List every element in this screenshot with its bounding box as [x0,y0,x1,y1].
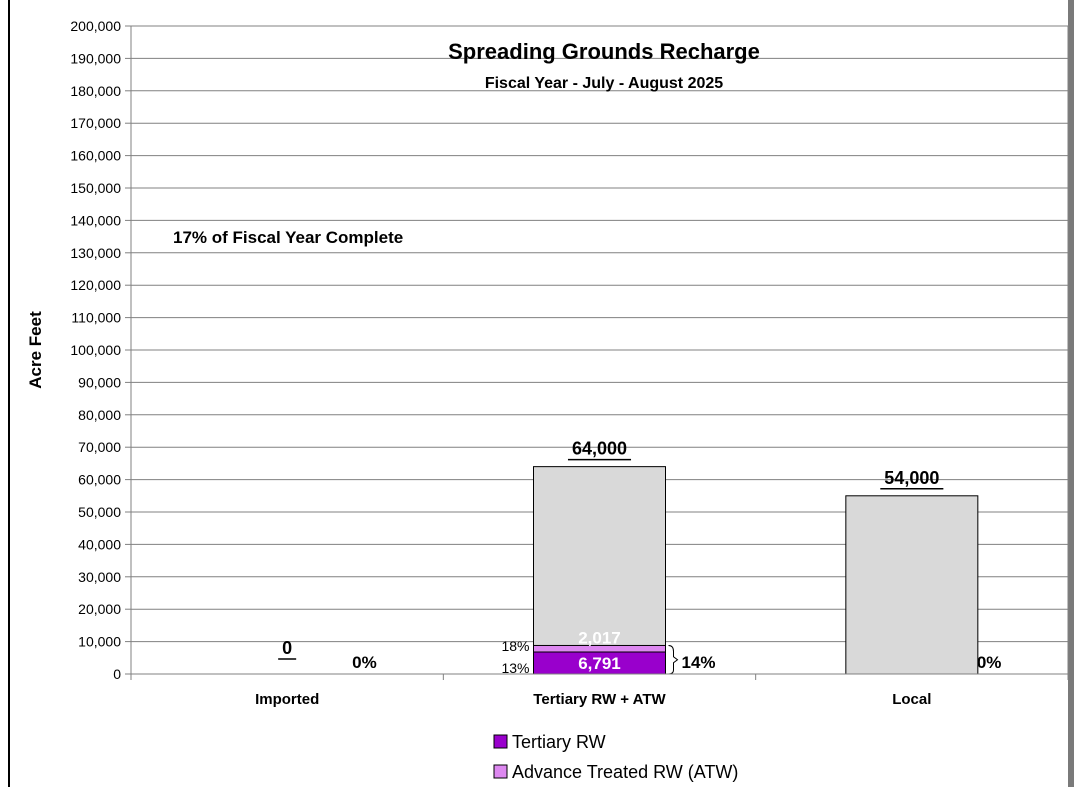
y-tick-label: 130,000 [70,245,121,261]
category-label: Imported [255,691,319,708]
category-percent-label: 0% [352,653,377,672]
y-tick-label: 0 [113,666,121,682]
target-total-label: 54,000 [884,468,939,488]
y-tick-label: 170,000 [70,115,121,131]
y-tick-label: 180,000 [70,83,121,99]
category-label: Local [892,691,931,708]
chart-subtitle: Fiscal Year - July - August 2025 [485,75,723,92]
y-tick-label: 190,000 [70,50,121,66]
y-tick-label: 110,000 [71,310,121,326]
y-tick-label: 30,000 [78,569,121,585]
y-tick-label: 20,000 [78,601,121,617]
legend-label-atw: Advance Treated RW (ATW) [512,762,738,782]
y-tick-label: 70,000 [78,439,121,455]
y-tick-label: 80,000 [78,407,121,423]
segment-percent-label: 18% [501,638,529,654]
y-tick-label: 60,000 [78,472,121,488]
y-tick-label: 140,000 [70,212,121,228]
y-tick-label: 100,000 [70,342,121,358]
y-tick-label: 40,000 [78,536,121,552]
fiscal-year-annotation: 17% of Fiscal Year Complete [173,228,403,247]
target-bar [533,466,666,675]
y-axis-label: Acre Feet [26,311,45,389]
axes: 0 10,000 20,000 30,000 40,000 50,000 60,000 70,… [70,18,1069,708]
legend-swatch-tertiary-rw [493,734,508,749]
legend-swatch-atw [493,764,508,779]
category-label: Tertiary RW + ATW [533,691,666,708]
bars: 0 0% 64,000 14% 54,000 0% 6,791 2,017 13% 18% [278,439,1001,676]
y-tick-label: 120,000 [70,277,121,293]
category-percent-label: 0% [977,653,1002,672]
target-total-label: 64,000 [572,439,627,459]
y-tick-label: 50,000 [78,504,121,520]
legend: Tertiary RW Advance Treated RW (ATW) [493,732,738,782]
segment-percent-label: 13% [501,660,529,676]
segment-value-label: 6,791 [578,654,621,673]
legend-label-tertiary-rw: Tertiary RW [512,732,606,752]
category-percent-label: 14% [682,653,716,672]
y-tick-label: 90,000 [78,374,121,390]
y-tick-label: 150,000 [70,180,121,196]
stacked-segment-bar [533,644,666,653]
y-tick-label: 10,000 [78,634,121,650]
frame-right-shadow [1068,0,1074,787]
y-tick-label: 200,000 [70,18,121,34]
frame-left-border [8,0,10,787]
chart-title: Spreading Grounds Recharge [448,39,760,64]
segment-bracket [668,644,679,675]
y-tick-label: 160,000 [70,148,121,164]
target-total-label: 0 [282,638,292,658]
target-bar [845,495,979,675]
segment-value-label: 2,017 [578,628,621,647]
